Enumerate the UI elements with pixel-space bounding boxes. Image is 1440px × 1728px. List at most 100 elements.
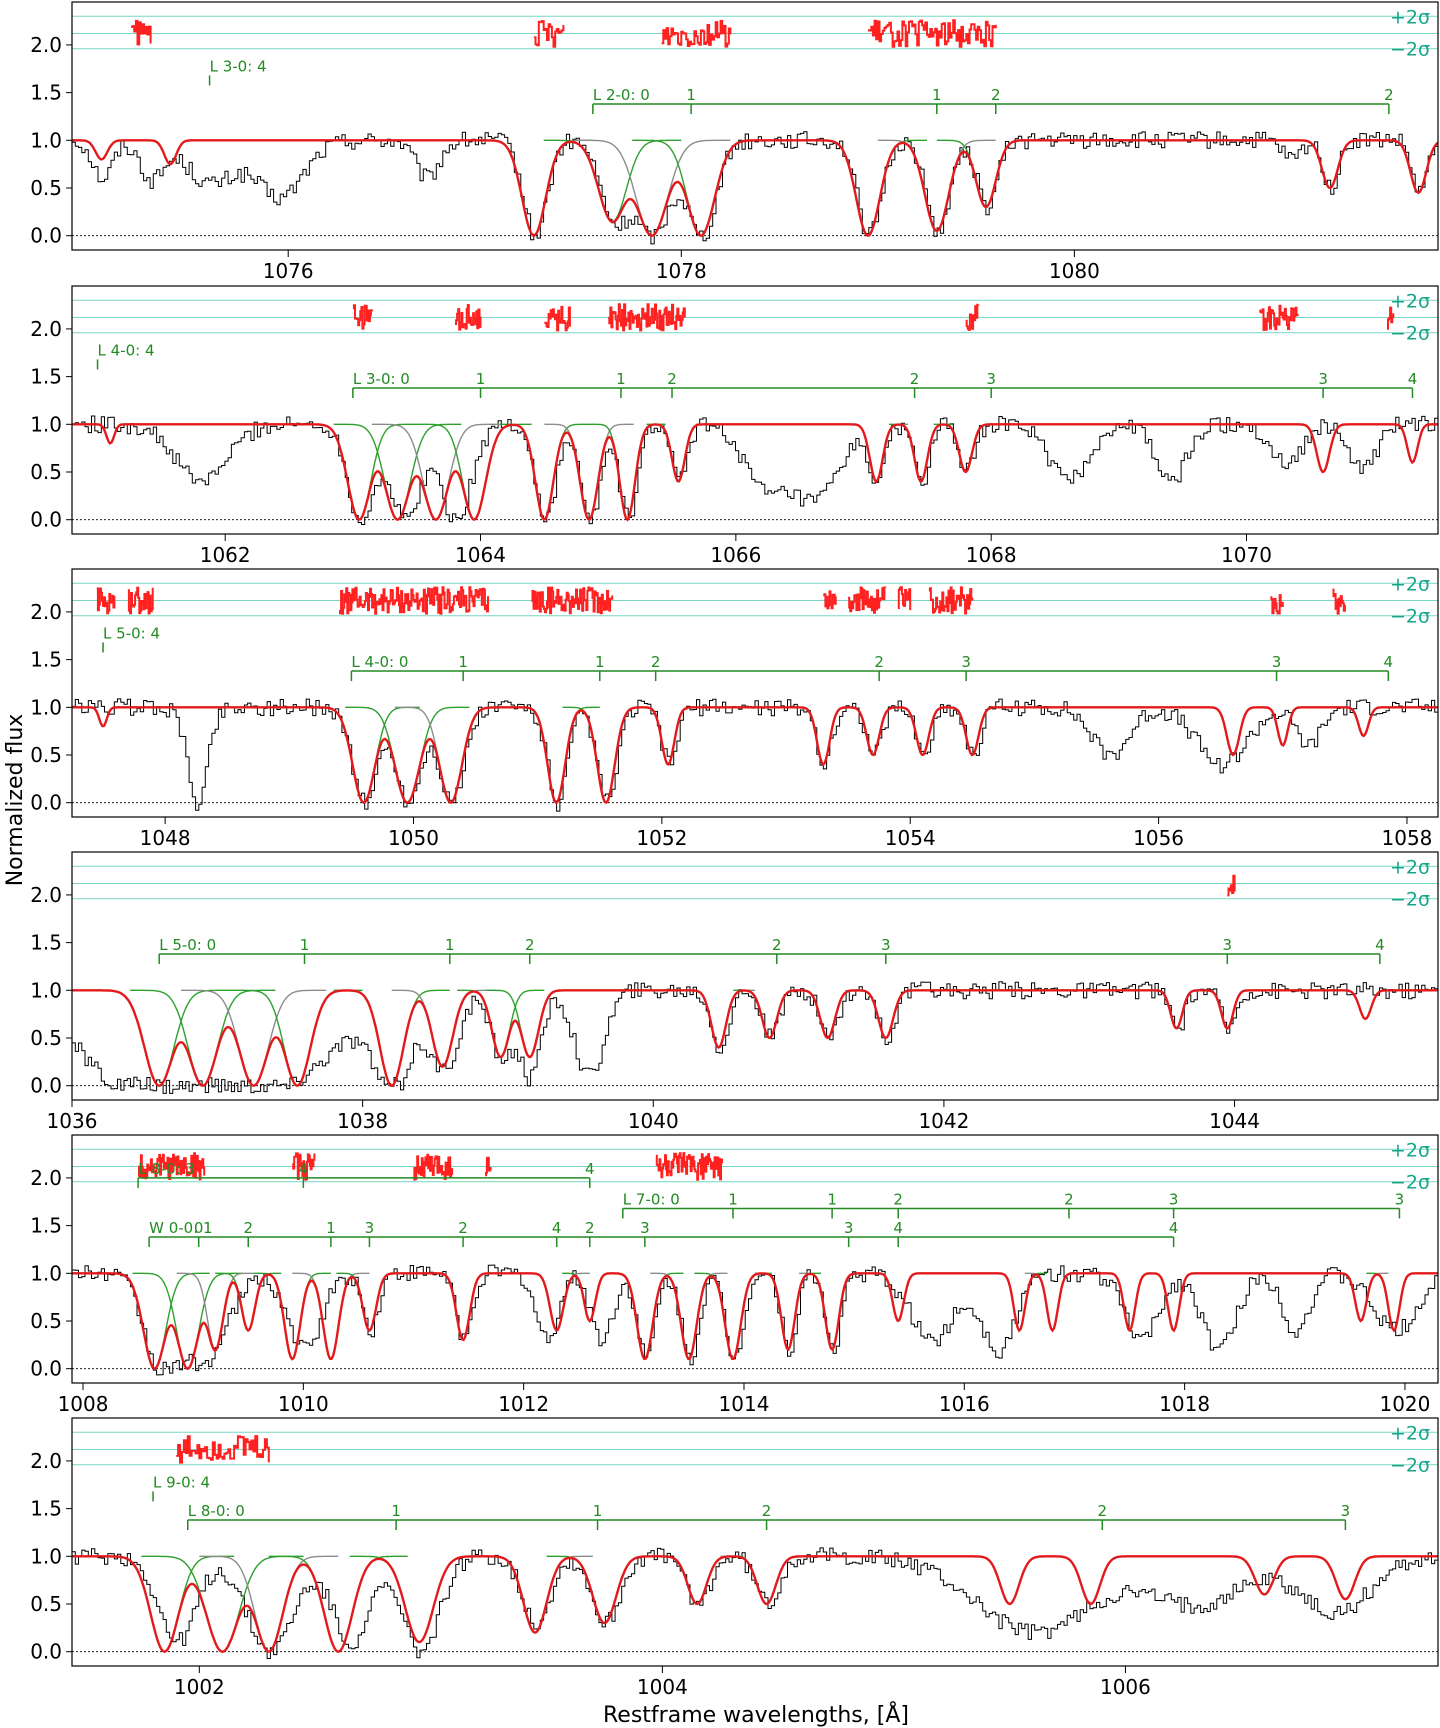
component-profile-5 — [349, 1555, 489, 1643]
y-tick-label-2: 0.5 — [30, 1592, 62, 1616]
panel-frame — [71, 1, 1439, 251]
observed-spectrum — [72, 131, 1438, 245]
x-tick-label-3: 1080 — [1049, 259, 1100, 283]
spectrum-panel-3: L 5-0: 4 L 4-0: 0 1 1 2 2 3 3 4 +2σ −2σ 0.0 0.5 1.0 1.… — [30, 568, 1439, 850]
total-model-profile — [72, 706, 1438, 805]
line-id-label-9: 3 — [1169, 1190, 1179, 1208]
spectrum-panel-1: L 3-0: 4 L 2-0: 0 1 1 2 2 +2σ −2σ 0.0 0.5 1.0 1.5 2.… — [30, 1, 1439, 283]
component-profile-3 — [573, 139, 731, 237]
line-id-label-14: 1 — [326, 1219, 336, 1237]
panel-frame — [71, 1417, 1439, 1667]
line-id-label-6: 3 — [881, 936, 891, 954]
minus-two-sigma-label: −2σ — [1390, 889, 1430, 911]
component-profile-11 — [933, 423, 998, 473]
y-tick-label-3: 1.0 — [30, 1544, 62, 1568]
x-tick-label-3: 1006 — [1100, 1675, 1151, 1699]
line-id-label-17: 4 — [552, 1219, 562, 1237]
x-tick-label-2: 1010 — [278, 1392, 329, 1416]
component-profile-1 — [307, 706, 420, 804]
component-profile-10 — [733, 989, 806, 1039]
line-id-label-1: L 4-0: 4 — [98, 341, 155, 359]
line-id-label-5: 2 — [991, 86, 1001, 104]
component-profile-8 — [650, 1555, 744, 1605]
x-tick-label-1: 1048 — [140, 826, 191, 850]
component-profile-11 — [1044, 1555, 1137, 1605]
fit-residual-segment-1 — [96, 587, 116, 615]
line-id-label-6: 2 — [874, 653, 884, 671]
total-model-profile — [72, 1272, 1438, 1371]
line-id-label-3: 1 — [391, 1502, 401, 1520]
x-tick-label-6: 1058 — [1382, 826, 1433, 850]
x-tick-label-5: 1044 — [1209, 1109, 1260, 1133]
y-tick-label-1: 0.0 — [30, 1640, 62, 1664]
line-id-label-4: 1 — [616, 370, 626, 388]
total-model-profile — [72, 423, 1438, 522]
x-tick-label-2: 1078 — [656, 259, 707, 283]
component-profile-20 — [1146, 1272, 1202, 1332]
component-profile-9 — [891, 706, 954, 756]
x-tick-label-2: 1038 — [337, 1109, 388, 1133]
component-profile-3 — [394, 706, 507, 804]
line-id-label-8: 3 — [1272, 653, 1282, 671]
line-id-label-3: 1 — [476, 370, 486, 388]
line-id-label-1: L 9-0: 4 — [153, 1473, 210, 1491]
y-tick-label-5: 2.0 — [30, 600, 62, 624]
spectrum-panel-2: L 4-0: 4 L 3-0: 0 1 1 2 2 3 3 4 +2σ −2σ 0.0 0.5 1.0 1.… — [30, 285, 1439, 567]
component-profile-4 — [268, 1555, 408, 1653]
component-profile-10 — [72, 139, 131, 161]
fit-residual-segment-7 — [1386, 306, 1395, 330]
x-tick-label-4: 1042 — [918, 1109, 969, 1133]
fit-residual-segment-4 — [608, 303, 686, 332]
x-axis-label: Restframe wavelengths, [Å] — [603, 1701, 909, 1728]
fit-residual-segment-7 — [897, 586, 912, 611]
component-profile-1 — [474, 139, 593, 237]
component-profile-17 — [991, 1272, 1047, 1332]
spectrum-panel-5: L 8-0: 3 4 4L 7-0: 0 1 1 2 2 3 3W 0-0: 10 2 1 3 2 4 2 3… — [30, 1134, 1439, 1416]
x-tick-label-3: 1040 — [628, 1109, 679, 1133]
line-id-label-6: 2 — [1098, 1502, 1108, 1520]
line-id-label-3: 1 — [445, 936, 455, 954]
y-tick-label-2: 0.5 — [30, 1309, 62, 1333]
line-id-label-4: 1 — [595, 653, 605, 671]
line-id-label-21: 4 — [893, 1219, 903, 1237]
y-tick-label-4: 1.5 — [30, 648, 62, 672]
line-id-label-1: L 5-0: 4 — [103, 624, 160, 642]
component-profile-13 — [1299, 1555, 1392, 1600]
line-id-label-13: 2 — [243, 1219, 253, 1237]
component-profile-14 — [84, 706, 122, 728]
line-id-label-8: 4 — [1375, 936, 1385, 954]
spectrum-panels: L 3-0: 4 L 2-0: 0 1 1 2 2 +2σ −2σ 0.0 0.5 1.0 1.5 2.… — [30, 1, 1439, 1699]
fit-residual-segment-9 — [1270, 594, 1284, 615]
line-id-label-2: L 4-0: 0 — [351, 653, 408, 671]
x-tick-label-1: 1008 — [58, 1392, 109, 1416]
total-model-profile — [72, 139, 1438, 237]
y-tick-label-1: 0.0 — [30, 791, 62, 815]
line-id-label-12: 0 — [194, 1219, 204, 1237]
panel-plot-area: L 8-0: 3 4 4L 7-0: 0 1 1 2 2 3 3W 0-0: 10 2 1 3 2 4 2 3… — [72, 1148, 1438, 1376]
line-id-label-2: 4 — [299, 1160, 309, 1178]
y-tick-label-2: 0.5 — [30, 743, 62, 767]
y-axis-label: Normalized flux — [3, 714, 28, 887]
line-id-label-1: L 5-0: 0 — [159, 936, 216, 954]
y-tick-label-5: 2.0 — [30, 33, 62, 57]
component-profile-11 — [140, 139, 200, 165]
spectrum-panel-4: L 5-0: 0 1 1 2 2 3 3 4 +2σ −2σ 0.0 0.5 1.0 1.5 2.0 1036… — [30, 851, 1439, 1133]
line-id-label-7: 2 — [893, 1190, 903, 1208]
component-profile-11 — [1202, 706, 1265, 756]
component-profile-5 — [562, 706, 650, 804]
panel-frame — [71, 1134, 1439, 1384]
y-tick-label-4: 1.5 — [30, 1497, 62, 1521]
line-id-label-2: L 2-0: 0 — [593, 86, 650, 104]
line-id-label-1: L 8-0: 3 — [138, 1160, 195, 1178]
y-tick-label-1: 0.0 — [30, 224, 62, 248]
component-profile-7 — [936, 139, 1036, 208]
fit-residual-segment-1 — [1227, 874, 1236, 897]
y-tick-label-2: 0.5 — [30, 176, 62, 200]
line-id-label-7: 3 — [961, 653, 971, 671]
component-profile-9 — [720, 1555, 813, 1605]
fit-residual-segment-3 — [544, 305, 571, 332]
panel-frame — [71, 568, 1439, 818]
panel-plot-area: L 5-0: 4 L 4-0: 0 1 1 2 2 3 3 4 — [72, 582, 1438, 812]
component-profile-13 — [1147, 989, 1206, 1030]
line-id-label-9: 4 — [1408, 370, 1418, 388]
